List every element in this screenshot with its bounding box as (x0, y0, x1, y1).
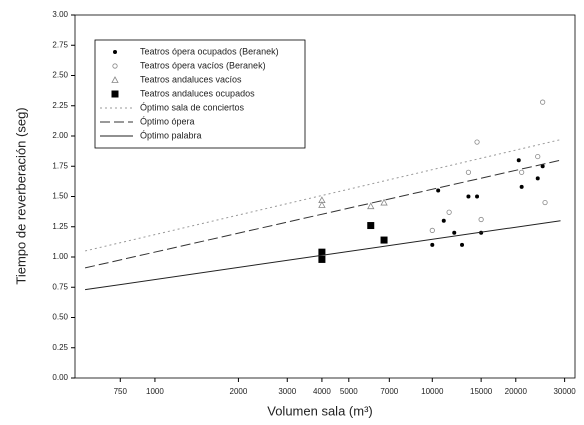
legend-swatch (112, 63, 118, 69)
point (318, 201, 326, 208)
legend-label: Óptimo sala de conciertos (140, 102, 245, 112)
point (446, 209, 452, 215)
y-tick-label: 0.00 (52, 373, 68, 382)
legend-label: Óptimo ópera (140, 116, 195, 126)
point (430, 242, 435, 247)
point (367, 222, 375, 230)
legend-label: Teatros ópera vacíos (Beranek) (140, 60, 266, 70)
legend-label: Óptimo palabra (140, 130, 202, 140)
y-tick-label: 2.50 (52, 71, 68, 80)
legend-box (94, 39, 306, 149)
x-tick-label: 2000 (230, 387, 248, 396)
y-tick-label: 1.50 (52, 192, 68, 201)
point (516, 158, 521, 163)
point (465, 169, 472, 175)
point (474, 139, 480, 145)
y-tick-label: 0.50 (52, 313, 68, 322)
point (540, 99, 546, 105)
x-tick-label: 5000 (340, 387, 358, 396)
point (367, 202, 375, 210)
x-tick-label: 1000 (146, 387, 164, 396)
point (452, 230, 457, 235)
x-tick-label: 20000 (505, 387, 528, 396)
point (535, 153, 541, 160)
point (519, 169, 525, 175)
y-tick-label: 1.75 (52, 161, 68, 170)
y-tick-label: 1.00 (52, 252, 68, 261)
x-tick-label: 10000 (421, 387, 444, 396)
point (436, 188, 441, 193)
legend-swatch (111, 90, 119, 98)
legend-swatch (113, 50, 117, 54)
point (466, 194, 471, 199)
y-tick-label: 2.00 (52, 131, 68, 140)
point (380, 236, 388, 244)
x-tick-label: 3000 (278, 387, 296, 396)
trend-line (84, 159, 561, 269)
x-tick-label: 30000 (553, 387, 576, 396)
point (475, 194, 480, 199)
point (429, 227, 435, 233)
point (542, 199, 548, 206)
point (535, 176, 540, 181)
point (460, 242, 465, 247)
y-tick-label: 0.75 (52, 282, 68, 291)
x-tick-label: 750 (114, 387, 128, 396)
legend-label: Teatros ópera ocupados (Beranek) (140, 46, 279, 56)
legend-swatch (111, 76, 119, 83)
point (540, 164, 545, 169)
y-tick-label: 1.25 (52, 222, 68, 231)
x-tick-label: 4000 (313, 387, 331, 396)
y-tick-label: 3.00 (52, 10, 68, 19)
trend-line (84, 139, 561, 252)
x-tick-label: 15000 (470, 387, 493, 396)
x-tick-label: 7000 (380, 387, 398, 396)
point (519, 184, 524, 189)
y-tick-label: 0.25 (52, 343, 68, 352)
point (478, 216, 484, 223)
point (318, 255, 326, 263)
trend-line (85, 220, 561, 291)
legend-label: Teatros andaluces vacíos (140, 74, 242, 84)
legend-label: Teatros andaluces ocupados (140, 88, 255, 98)
y-tick-label: 2.75 (52, 40, 68, 49)
y-axis-label: Tiempo de reverberación (seg) (13, 107, 28, 284)
y-tick-label: 2.25 (52, 101, 68, 110)
point (441, 218, 446, 223)
point (318, 248, 326, 256)
x-axis-label: Volumen sala (m³) (267, 403, 372, 418)
point (380, 198, 388, 206)
